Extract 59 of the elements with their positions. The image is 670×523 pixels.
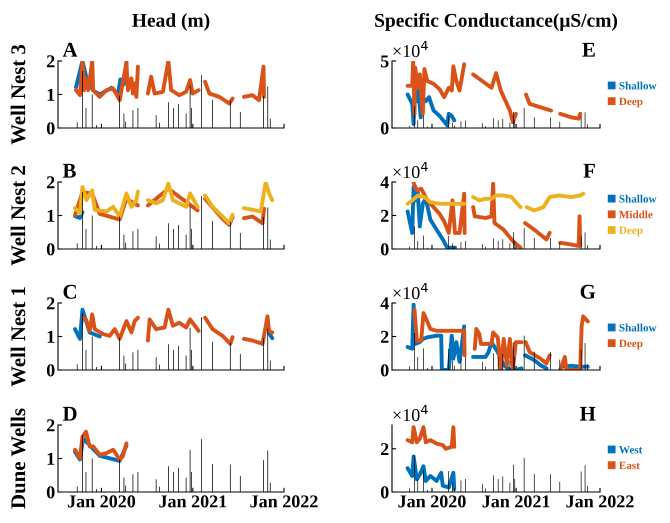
y-tick-label: 1 (48, 210, 54, 222)
y-tick-label: 2 (46, 176, 54, 188)
text: Shallow (619, 194, 656, 203)
y-tick-label: 0 (46, 486, 55, 498)
text: ×10$^{4}$ (393, 40, 428, 58)
text: ×10$^{4}$ (393, 162, 428, 178)
chart-subtitle: A (62, 42, 78, 57)
y-tick-label: 2 (380, 330, 388, 343)
y-tick-label: 0 (46, 243, 55, 256)
text: ×10$^{4}$ (393, 404, 428, 422)
y-axis-title: Well Nest 1 (10, 287, 26, 387)
y-tick-label: 2 (46, 297, 54, 310)
chart-subtitle: H (580, 406, 596, 421)
y-tick-label: 0 (46, 122, 55, 134)
text: Deep (619, 340, 643, 350)
y-axis-title: Well Nest 2 (10, 166, 26, 266)
x-tick-label: Jan 2021 (159, 495, 226, 508)
y-tick-label: 4 (380, 176, 389, 188)
y-tick-label: 4 (380, 297, 389, 310)
text: ×10$^{4}$ (393, 282, 428, 300)
legend-label: Shallow (619, 82, 656, 90)
y-tick-label: 0 (380, 486, 389, 498)
chart-subtitle: D (62, 406, 77, 421)
chart-subtitle: F (583, 164, 595, 178)
y-tick-label: 0 (46, 364, 55, 376)
y-tick-label: 2 (380, 443, 388, 456)
line-series (242, 206, 266, 226)
y-tick-label: 1 (48, 452, 54, 465)
x-tick-label: Jan 2020 (68, 495, 136, 508)
y-axis-title: Dune Wells (10, 408, 26, 509)
x-tick-label: Jan 2021 (482, 495, 550, 508)
y-tick-label: 1 (48, 330, 54, 343)
chart-title: Head (m) (132, 13, 210, 31)
chart-title: Specific Conductance(μS/cm) (375, 13, 618, 31)
legend-label: Deep (619, 226, 643, 236)
x-tick-label: Jan 2020 (398, 495, 466, 508)
chart-subtitle: C (64, 284, 76, 299)
y-tick-label: 0 (380, 364, 389, 376)
y-axis-title: Well Nest 3 (10, 44, 26, 145)
text: Middle (619, 210, 653, 218)
y-tick-label: 2 (46, 419, 54, 432)
y-tick-label: 0 (380, 243, 389, 256)
text: Shallow (619, 324, 656, 332)
y-tick-label: 1 (48, 88, 54, 101)
x-tick-label: Jan 2022 (250, 495, 318, 508)
line-series (73, 430, 128, 462)
y-tick-label: 0 (380, 122, 389, 134)
legend-label: Deep (619, 98, 643, 108)
chart-subtitle: E (582, 42, 595, 57)
y-tick-label: 2 (380, 210, 388, 222)
chart-subtitle: G (580, 284, 596, 299)
x-tick-label: Jan 2022 (566, 495, 634, 508)
y-tick-label: 5 (380, 55, 389, 68)
y-tick-label: 2 (46, 55, 54, 68)
line-series (406, 454, 456, 491)
legend-label: West (619, 446, 642, 454)
chart-subtitle: B (62, 164, 76, 178)
line-series (406, 425, 456, 451)
legend-label: East (619, 462, 640, 470)
